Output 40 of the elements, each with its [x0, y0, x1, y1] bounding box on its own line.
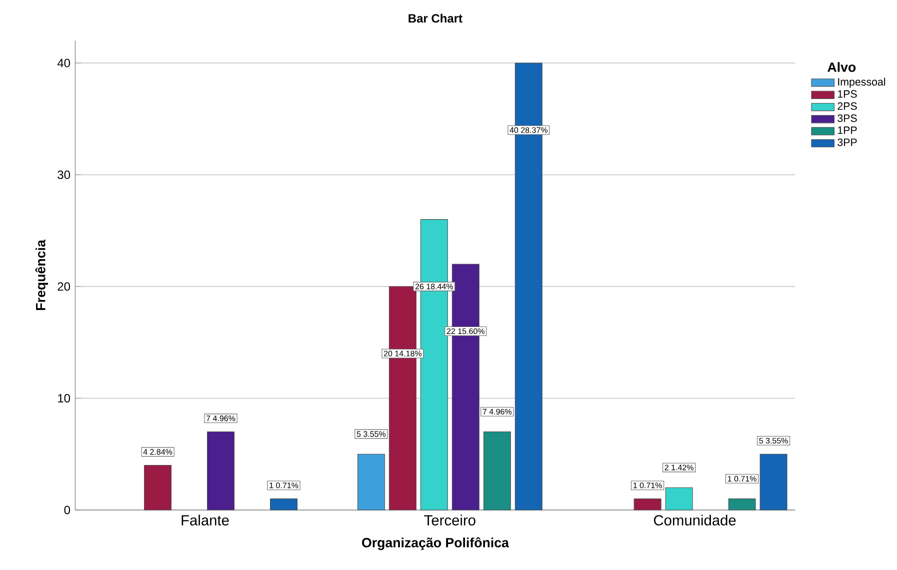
legend-label: 3PP	[838, 138, 857, 146]
data-label: 5 3.55%	[759, 438, 788, 444]
bar	[144, 465, 172, 510]
data-label: 40 28.37%	[510, 127, 548, 133]
data-label: 1 0.71%	[633, 482, 662, 488]
bar	[665, 487, 693, 510]
y-axis-title: Frequência	[35, 240, 48, 310]
data-label: 26 18.44%	[415, 284, 453, 290]
x-tick-label: Falante	[182, 514, 229, 526]
legend-label: Impessoal	[838, 78, 886, 88]
x-tick-label: Terceiro	[424, 514, 476, 526]
data-label: 7 4.96%	[206, 416, 236, 422]
chart-title: Bar Chart	[408, 14, 462, 23]
y-tick-label: 0	[64, 506, 70, 514]
bar	[483, 431, 511, 510]
data-label: 1 0.71%	[728, 476, 756, 482]
legend-label: 3PS	[838, 114, 857, 122]
y-tick-label: 10	[58, 394, 70, 402]
bar	[728, 498, 756, 510]
bar	[634, 498, 662, 510]
legend-label: 1PS	[838, 90, 857, 98]
data-label: 2 1.42%	[664, 464, 694, 470]
data-label: 20 14.18%	[384, 350, 422, 356]
y-tick-label: 40	[57, 58, 70, 68]
bar	[760, 454, 788, 510]
bar	[207, 431, 234, 510]
legend-label: 2PS	[838, 102, 857, 110]
data-label: 22 15.60%	[446, 328, 484, 334]
legend-title: Alvo	[828, 62, 856, 72]
y-tick-label: 20	[58, 282, 70, 291]
data-label: 4 2.84%	[143, 449, 172, 455]
data-label: 5 3.55%	[356, 431, 386, 437]
legend-label: 1PP	[838, 126, 857, 134]
bar	[270, 498, 298, 510]
x-axis-title: Organização Polifônica	[362, 537, 510, 550]
x-tick-label: Comunidade	[654, 514, 736, 526]
data-label: 7 4.96%	[482, 408, 512, 414]
data-label: 1 0.71%	[270, 482, 298, 488]
y-tick-label: 30	[58, 170, 70, 180]
bar	[357, 454, 385, 510]
